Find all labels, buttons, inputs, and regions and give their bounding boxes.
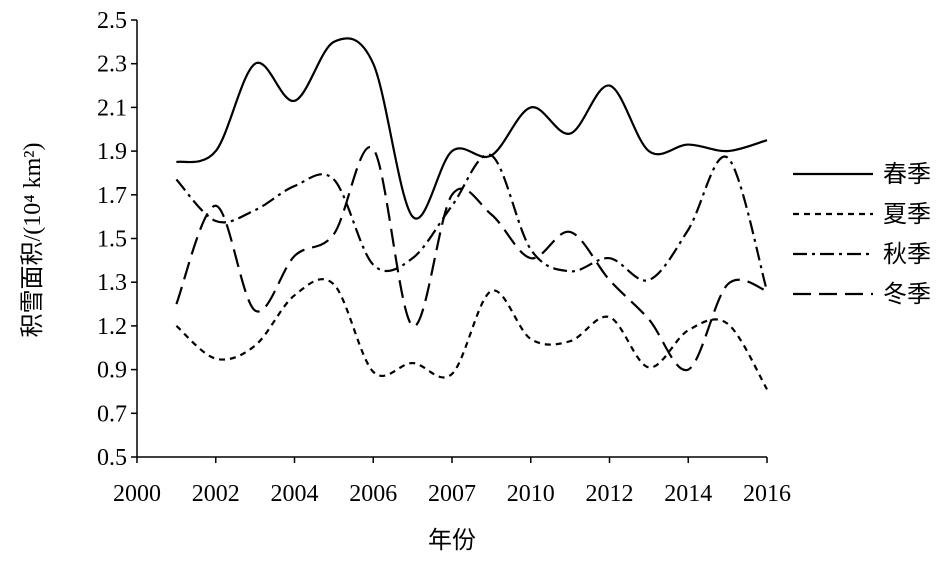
x-tick-label: 2002 (192, 481, 240, 507)
y-tick-label: 1.9 (97, 139, 127, 165)
x-tick-label: 2004 (271, 481, 319, 507)
x-tick-label: 2007 (428, 481, 476, 507)
y-tick-label: 0.9 (97, 358, 127, 384)
x-tick-label: 2016 (743, 481, 791, 507)
legend-label: 春季 (883, 161, 931, 188)
x-tick-label: 2010 (507, 481, 555, 507)
y-tick-label: 2.3 (97, 52, 127, 78)
x-axis-label: 年份 (428, 527, 476, 554)
y-tick-label: 1.5 (97, 227, 127, 253)
legend-label: 冬季 (883, 281, 931, 308)
series-line (175, 153, 769, 292)
y-tick-label: 2.5 (97, 8, 127, 34)
y-tick-label: 1.3 (97, 270, 127, 296)
series-line (175, 278, 768, 390)
series-line (176, 37, 768, 220)
legend-label: 夏季 (883, 201, 931, 228)
x-tick-label: 2012 (586, 481, 634, 507)
x-tick-label: 2014 (664, 481, 712, 507)
legend-label: 秋季 (883, 241, 931, 268)
x-tick-label: 2006 (349, 481, 397, 507)
y-tick-label: 1.7 (97, 183, 127, 209)
series-line (175, 145, 768, 372)
y-tick-label: 0.5 (97, 445, 127, 471)
y-tick-label: 1.2 (97, 314, 127, 340)
x-tick-label: 2000 (113, 481, 161, 507)
y-axis-label: 积雪面积/(10⁴ km²) (19, 143, 46, 338)
y-tick-label: 2.1 (97, 95, 127, 121)
y-tick-label: 0.7 (97, 401, 127, 427)
